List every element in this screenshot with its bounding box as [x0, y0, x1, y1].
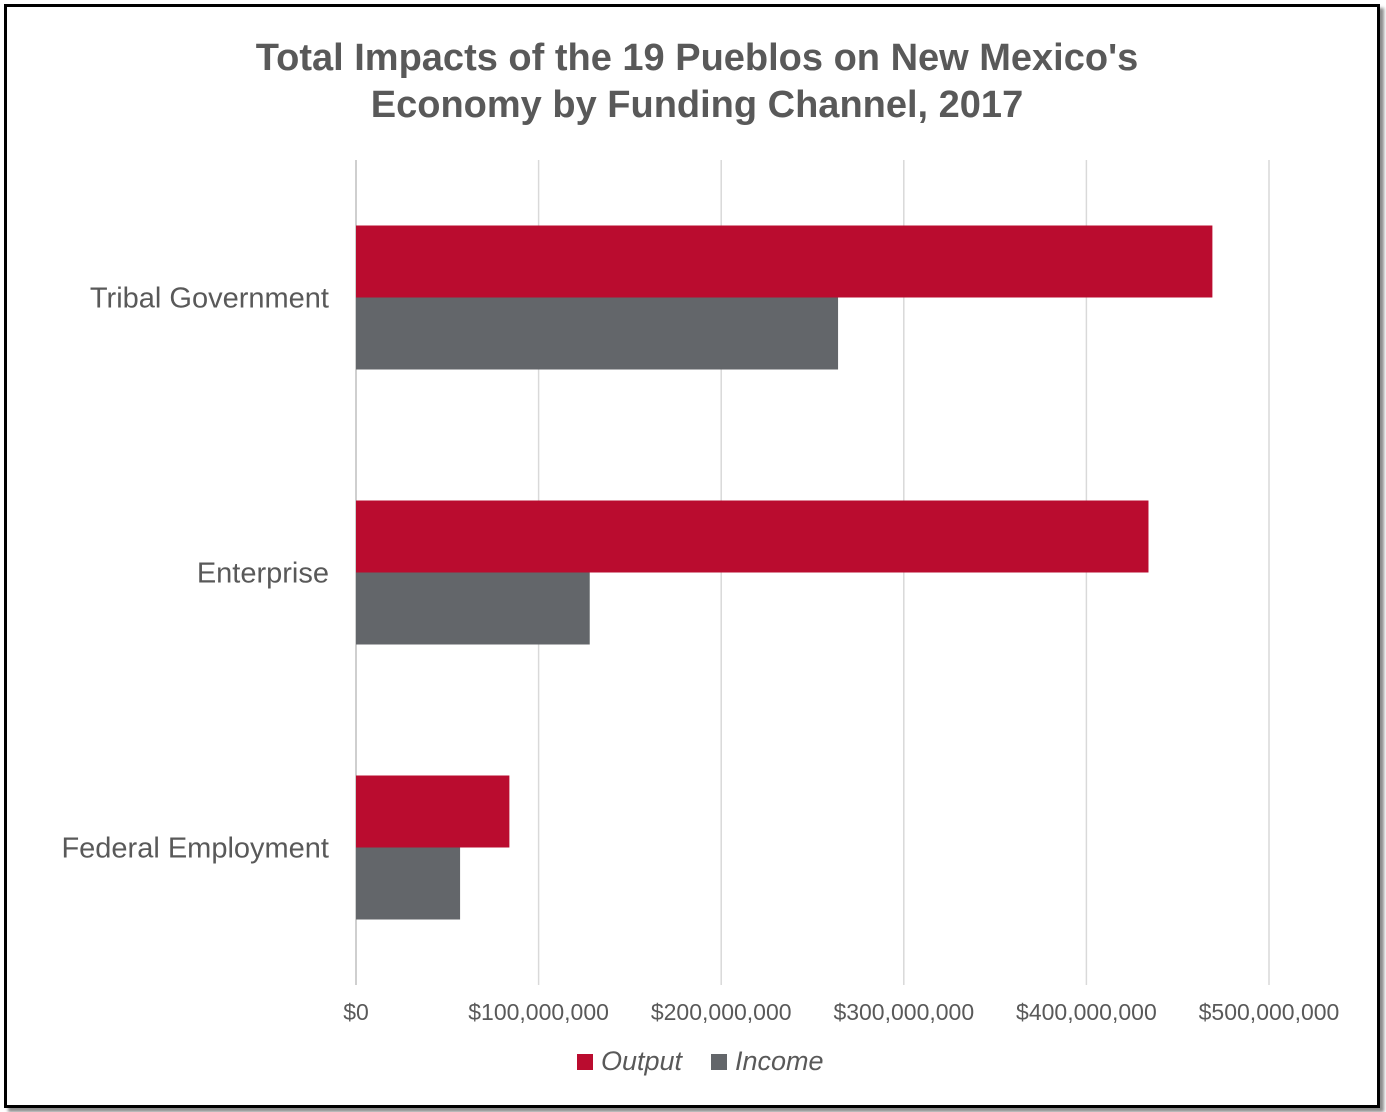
category-label-0: Tribal Government	[90, 283, 329, 315]
legend-label-income: Income	[735, 1046, 824, 1076]
x-tick-label-1: $100,000,000	[468, 999, 609, 1025]
bar-income-0	[356, 297, 839, 370]
chart-frame: Total Impacts of the 19 Pueblos on New M…	[4, 4, 1380, 1108]
chart-svg: Total Impacts of the 19 Pueblos on New M…	[61, 37, 1339, 1076]
legend: Output Income	[577, 1046, 824, 1076]
chart-title-line-2: Economy by Funding Channel, 2017	[371, 84, 1023, 126]
x-tick-label-3: $300,000,000	[833, 999, 974, 1025]
x-tick-labels: $0 $100,000,000 $200,000,000 $300,000,000 $4…	[343, 999, 1339, 1025]
x-tick-label-5: $500,000,000	[1199, 999, 1340, 1025]
x-tick-label-4: $400,000,000	[1016, 999, 1157, 1025]
chart-title-group: Total Impacts of the 19 Pueblos on New M…	[256, 37, 1139, 126]
category-label-1: Enterprise	[197, 558, 329, 590]
legend-swatch-income	[711, 1054, 727, 1070]
bar-output-2	[356, 775, 510, 848]
x-tick-label-2: $200,000,000	[651, 999, 792, 1025]
bar-income-1	[356, 572, 590, 645]
legend-label-output: Output	[601, 1046, 684, 1076]
bar-income-2	[356, 847, 461, 920]
category-label-2: Federal Employment	[61, 833, 329, 865]
bar-output-1	[356, 500, 1149, 573]
chart-title-line-1: Total Impacts of the 19 Pueblos on New M…	[256, 37, 1139, 79]
bar-output-0	[356, 225, 1213, 298]
category-labels: Tribal Government Enterprise Federal Emplo…	[61, 283, 329, 865]
bars	[356, 225, 1213, 920]
x-tick-label-0: $0	[343, 999, 369, 1025]
legend-swatch-output	[577, 1054, 593, 1070]
